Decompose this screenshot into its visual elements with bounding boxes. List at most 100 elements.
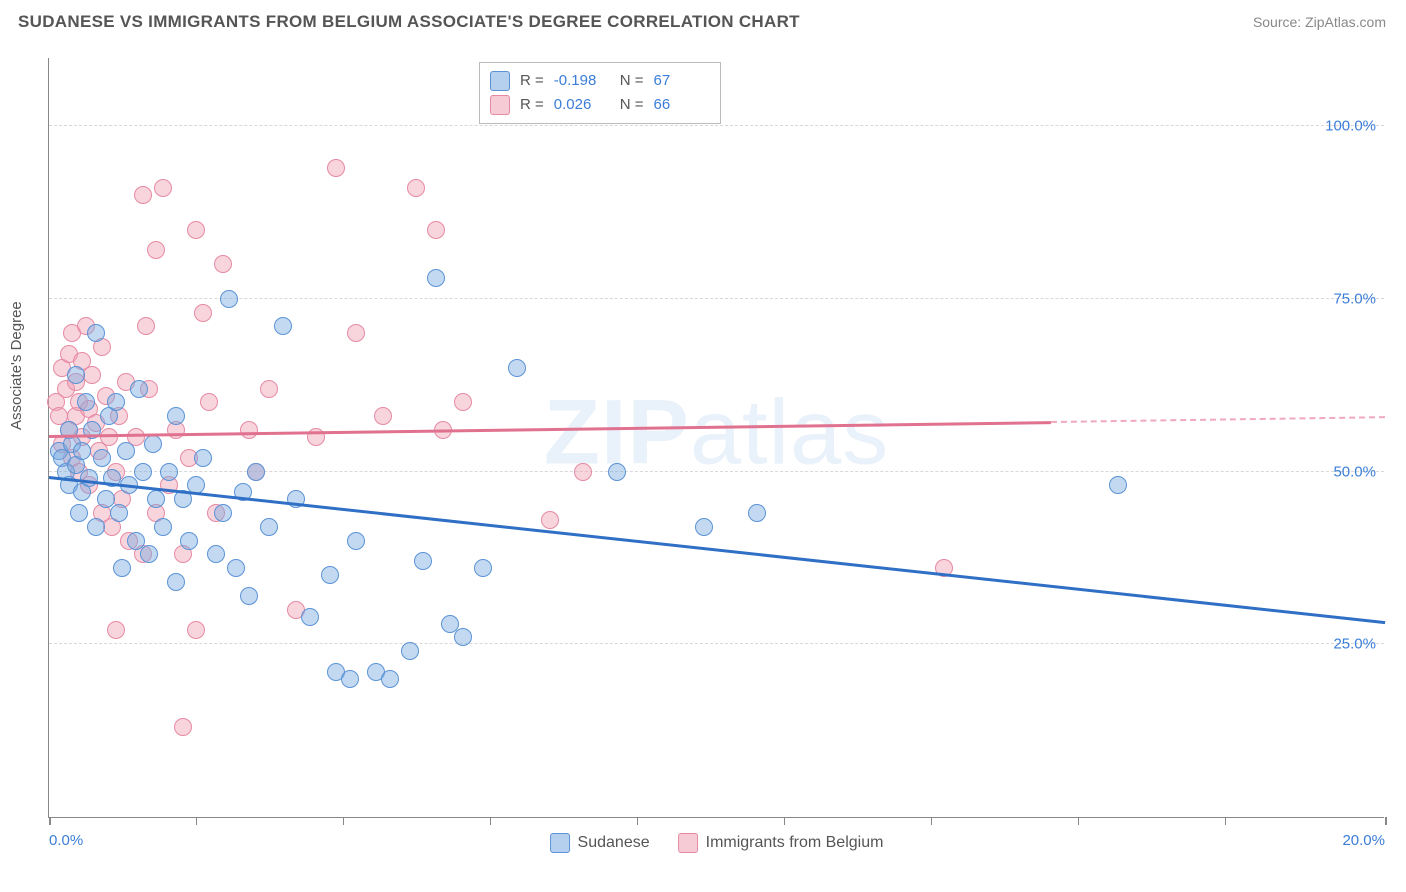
x-tick [784, 817, 786, 825]
x-tick [931, 817, 933, 825]
stats-swatch-blue [490, 71, 510, 91]
stats-r-label: R = [520, 69, 544, 93]
scatter-point-pink [83, 366, 101, 384]
stats-r-val: 0.026 [554, 93, 610, 117]
scatter-point-blue [73, 442, 91, 460]
scatter-point-blue [301, 608, 319, 626]
scatter-point-blue [160, 463, 178, 481]
scatter-point-pink [187, 221, 205, 239]
scatter-point-pink [174, 718, 192, 736]
y-axis-label: Associate's Degree [8, 301, 25, 430]
scatter-point-blue [87, 324, 105, 342]
y-tick-label: 50.0% [1333, 463, 1376, 480]
stats-box: R = -0.198 N = 67 R = 0.026 N = 66 [479, 62, 721, 124]
legend-item-blue: Sudanese [550, 833, 650, 853]
scatter-point-pink [240, 421, 258, 439]
scatter-point-pink [427, 221, 445, 239]
scatter-point-pink [154, 179, 172, 197]
scatter-point-blue [87, 518, 105, 536]
scatter-point-blue [274, 317, 292, 335]
x-tick [1385, 817, 1387, 825]
scatter-point-blue [474, 559, 492, 577]
scatter-point-blue [381, 670, 399, 688]
scatter-point-pink [327, 159, 345, 177]
plot-area: ZIPatlas R = -0.198 N = 67 R = 0.026 N =… [48, 58, 1384, 818]
scatter-point-pink [407, 179, 425, 197]
scatter-point-blue [227, 559, 245, 577]
scatter-point-blue [321, 566, 339, 584]
chart-title: SUDANESE VS IMMIGRANTS FROM BELGIUM ASSO… [18, 12, 800, 32]
trend-line [1051, 416, 1385, 423]
chart-header: SUDANESE VS IMMIGRANTS FROM BELGIUM ASSO… [0, 0, 1406, 40]
x-tick [343, 817, 345, 825]
scatter-point-blue [1109, 476, 1127, 494]
legend: Sudanese Immigrants from Belgium [550, 833, 884, 853]
scatter-point-blue [67, 366, 85, 384]
watermark: ZIPatlas [544, 380, 889, 485]
scatter-point-blue [93, 449, 111, 467]
scatter-point-blue [427, 269, 445, 287]
scatter-point-blue [247, 463, 265, 481]
scatter-point-pink [137, 317, 155, 335]
scatter-point-pink [200, 393, 218, 411]
scatter-point-blue [341, 670, 359, 688]
scatter-point-blue [167, 407, 185, 425]
chart-source: Source: ZipAtlas.com [1253, 14, 1386, 30]
y-tick-label: 25.0% [1333, 636, 1376, 653]
stats-swatch-pink [490, 95, 510, 115]
scatter-point-blue [130, 380, 148, 398]
y-tick-label: 100.0% [1325, 118, 1376, 135]
scatter-point-pink [214, 255, 232, 273]
scatter-point-blue [167, 573, 185, 591]
x-tick [490, 817, 492, 825]
legend-label-blue: Sudanese [578, 834, 650, 852]
scatter-point-blue [414, 552, 432, 570]
scatter-point-pink [574, 463, 592, 481]
watermark-rest: atlas [690, 381, 889, 483]
scatter-point-pink [194, 304, 212, 322]
scatter-point-pink [541, 511, 559, 529]
scatter-point-blue [214, 504, 232, 522]
scatter-point-blue [180, 532, 198, 550]
scatter-point-blue [154, 518, 172, 536]
scatter-point-blue [70, 504, 88, 522]
stats-n-label: N = [620, 93, 644, 117]
scatter-point-blue [454, 628, 472, 646]
stats-n-label: N = [620, 69, 644, 93]
scatter-point-blue [144, 435, 162, 453]
scatter-point-blue [147, 490, 165, 508]
scatter-point-blue [748, 504, 766, 522]
trend-line [49, 421, 1051, 437]
gridline [49, 643, 1384, 644]
stats-row-pink: R = 0.026 N = 66 [490, 93, 710, 117]
scatter-point-pink [147, 241, 165, 259]
x-tick-label: 0.0% [49, 832, 83, 849]
stats-r-label: R = [520, 93, 544, 117]
gridline [49, 125, 1384, 126]
scatter-point-blue [134, 463, 152, 481]
legend-label-pink: Immigrants from Belgium [706, 834, 884, 852]
scatter-point-blue [220, 290, 238, 308]
scatter-point-blue [107, 393, 125, 411]
legend-item-pink: Immigrants from Belgium [678, 833, 884, 853]
stats-r-val: -0.198 [554, 69, 610, 93]
scatter-point-blue [240, 587, 258, 605]
scatter-point-blue [110, 504, 128, 522]
scatter-point-blue [77, 393, 95, 411]
y-tick-label: 75.0% [1333, 290, 1376, 307]
x-tick-label: 20.0% [1342, 832, 1385, 849]
stats-row-blue: R = -0.198 N = 67 [490, 69, 710, 93]
scatter-point-blue [695, 518, 713, 536]
scatter-point-pink [347, 324, 365, 342]
scatter-point-pink [134, 186, 152, 204]
x-tick [49, 817, 51, 825]
x-tick [1225, 817, 1227, 825]
legend-swatch-pink [678, 833, 698, 853]
stats-n-val: 66 [654, 93, 710, 117]
scatter-point-pink [454, 393, 472, 411]
scatter-point-pink [260, 380, 278, 398]
x-tick [196, 817, 198, 825]
scatter-point-blue [113, 559, 131, 577]
stats-n-val: 67 [654, 69, 710, 93]
scatter-point-pink [187, 621, 205, 639]
